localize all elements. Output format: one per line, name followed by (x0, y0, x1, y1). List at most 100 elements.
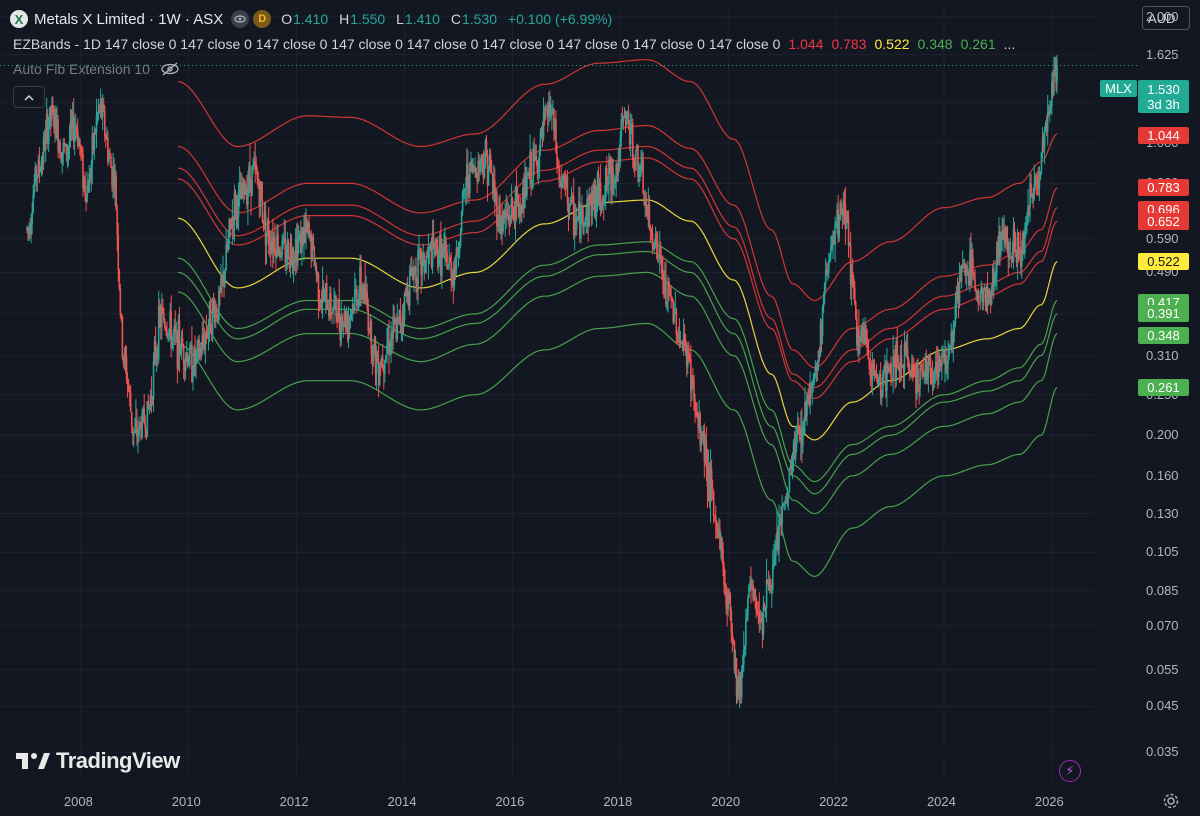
delayed-badge[interactable]: D (253, 10, 272, 28)
candle (692, 377, 694, 381)
candle (814, 365, 817, 377)
candle (361, 289, 363, 297)
last-price-badge: 1.530 3d 3h (1138, 80, 1189, 113)
candle (444, 240, 446, 246)
candle (51, 105, 53, 120)
candle (1023, 233, 1025, 254)
candle (876, 375, 879, 385)
candle (961, 264, 964, 267)
candle (706, 467, 709, 487)
collapse-legend-button[interactable] (13, 86, 45, 108)
candle (847, 217, 850, 246)
lightning-icon[interactable]: ⚡ (1059, 760, 1081, 782)
candle (385, 355, 387, 361)
candle (373, 338, 376, 346)
candle (142, 408, 144, 414)
time-tick-label: 2010 (171, 794, 201, 809)
candle (984, 289, 987, 306)
eye-icon[interactable] (231, 10, 250, 28)
candle (480, 155, 483, 163)
candle (293, 258, 296, 260)
candle (254, 161, 256, 164)
candle (115, 175, 117, 210)
candle (415, 266, 417, 283)
candle (978, 302, 981, 304)
candle (175, 331, 178, 334)
candle (509, 220, 512, 222)
candle (338, 299, 341, 324)
candle (69, 121, 72, 142)
time-tick-label: 2012 (279, 794, 309, 809)
time-tick-label: 2026 (1034, 794, 1064, 809)
candle (646, 209, 649, 217)
candle (683, 333, 686, 344)
company-logo[interactable]: X (10, 10, 28, 28)
candle (679, 342, 682, 344)
candle (866, 337, 869, 341)
candle (832, 240, 834, 245)
candle (407, 298, 410, 307)
candle (345, 317, 348, 328)
candle (874, 373, 877, 376)
candle (136, 419, 138, 437)
price-tick-label: 0.035 (1146, 743, 1179, 759)
candle (561, 180, 564, 188)
candle (798, 429, 801, 441)
candle (817, 350, 820, 366)
candle (250, 179, 252, 196)
candle (237, 191, 240, 217)
candle (591, 191, 594, 216)
candle (722, 548, 724, 567)
candle (465, 163, 468, 189)
candle (65, 143, 68, 156)
candle (520, 212, 523, 214)
candle (837, 209, 839, 239)
brand-text: TradingView (56, 748, 180, 773)
candle (930, 378, 933, 380)
candle (727, 591, 730, 610)
tradingview-logo[interactable]: TradingView (16, 748, 180, 774)
candle (829, 254, 831, 260)
candle (982, 290, 985, 303)
candle (529, 151, 531, 176)
candle (625, 113, 628, 118)
candle (861, 330, 863, 332)
candle (609, 159, 611, 169)
scale-badge: 1.044 (1138, 126, 1189, 144)
candle (98, 106, 101, 108)
ezbands-legend[interactable]: EZBands - 1D 147 close 0 147 close 0 147… (13, 36, 1023, 52)
gear-icon[interactable] (1162, 792, 1180, 810)
candle (303, 229, 305, 244)
candle (219, 290, 221, 292)
candle (217, 315, 219, 321)
candle (968, 273, 970, 286)
candle (296, 240, 299, 265)
candle (337, 299, 339, 322)
candle (368, 331, 371, 333)
candle (887, 363, 889, 368)
candle (508, 215, 511, 221)
candle (579, 202, 581, 239)
symbol-title[interactable]: Metals X Limited · 1W · ASX (34, 10, 224, 28)
currency-select[interactable]: AUD (1142, 6, 1190, 30)
candle (820, 322, 823, 336)
candle (690, 358, 692, 392)
candle (172, 332, 175, 338)
band-line-lower-2 (177, 250, 1058, 495)
autofib-legend[interactable]: Auto Fib Extension 10 (13, 61, 180, 77)
candle (642, 159, 644, 193)
scale-badge: 0.522 (1138, 252, 1189, 270)
candle (677, 334, 680, 339)
ezbands-more[interactable]: ... (1003, 36, 1016, 52)
candle (778, 520, 780, 550)
eye-off-icon[interactable] (160, 62, 180, 76)
candle (949, 347, 951, 349)
candle (318, 302, 321, 307)
candle (244, 180, 246, 195)
candle (92, 133, 95, 151)
candle (364, 284, 366, 301)
candle (487, 167, 490, 186)
candle (613, 183, 615, 185)
candle (713, 515, 716, 517)
